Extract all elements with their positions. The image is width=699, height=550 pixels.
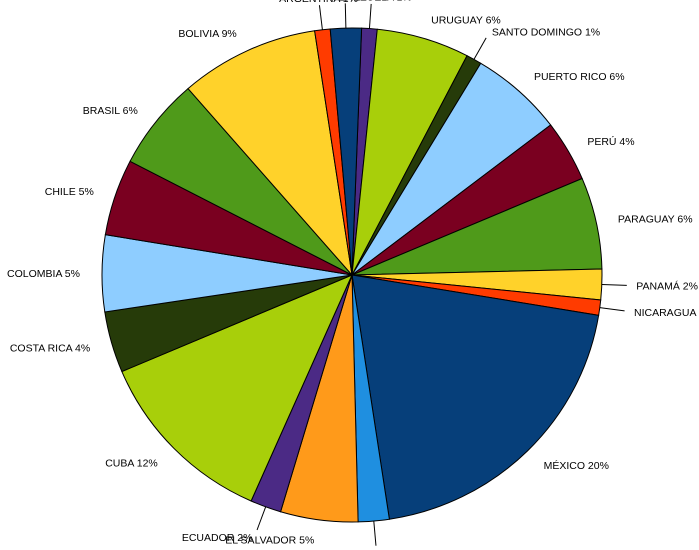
leader-line-nicaragua-1 — [599, 307, 625, 312]
pie-slice-mexico-20 — [351, 274, 600, 520]
pie-label-colombia-5: COLOMBIA 5% — [7, 268, 80, 280]
pie-labels: VENEZUELA 1% URUGUAY 6%SANTO DOMINGO 1% PU… — [7, 0, 699, 550]
leader-line-america-2 — [344, 3, 347, 29]
pie-slice-america-2 — [329, 27, 363, 276]
pie-label-puerto-rico-6: PUERTO RICO 6% — [534, 71, 625, 83]
leader-line-argentina-1 — [318, 5, 323, 30]
leader-line-ecuador-2 — [256, 506, 267, 531]
leader-line-venezuela-1 — [368, 3, 372, 29]
pie-label-uruguay-6: URUGUAY 6% — [431, 14, 501, 26]
pie-label-venezuela-1: VENEZUELA 1% — [332, 0, 412, 4]
pie-label-santo-domingo-1: SANTO DOMINGO 1% — [492, 26, 600, 38]
pie-label-america-2: AMÉRICA 2% — [312, 0, 377, 3]
leader-line-santo-domingo-1 — [473, 37, 487, 60]
pie-label-chile-5: CHILE 5% — [45, 186, 94, 198]
pie-label-brasil-6: BRASIL 6% — [83, 105, 138, 117]
pie-label-el-salvador-5: EL SALVADOR 5% — [225, 534, 314, 546]
pie-label-peru-4: PERÚ 4% — [587, 135, 634, 148]
pie-label-paraguay-6: PARAGUAY 6% — [618, 214, 693, 226]
leader-line-panama-2 — [601, 283, 627, 286]
pie-label-mexico-20: MÉXICO 20% — [544, 459, 609, 472]
pie-label-bolivia-9: BOLIVIA 9% — [178, 28, 236, 40]
pie-slice-bolivia-9 — [187, 30, 353, 277]
pie-label-honduras-2: HONDURAS 2% — [338, 548, 416, 550]
leader-line-honduras-2 — [373, 521, 377, 546]
pie-slices — [101, 27, 603, 523]
pie-label-ecuador-2: ECUADOR 2% — [182, 532, 253, 544]
label-leader-lines — [256, 3, 627, 546]
pie-label-cuba-12: CUBA 12% — [105, 457, 158, 469]
pie-label-argentina-1: ARGENTINA 1% — [279, 0, 358, 5]
pie-label-nicaragua-1: NICARAGUA 1% — [634, 307, 699, 319]
pie-label-costa-rica-4: COSTA RICA 4% — [10, 343, 90, 355]
pie-slice-cuba-12 — [121, 274, 353, 502]
pie-label-panama-2: PANAMÁ 2% — [636, 280, 698, 293]
